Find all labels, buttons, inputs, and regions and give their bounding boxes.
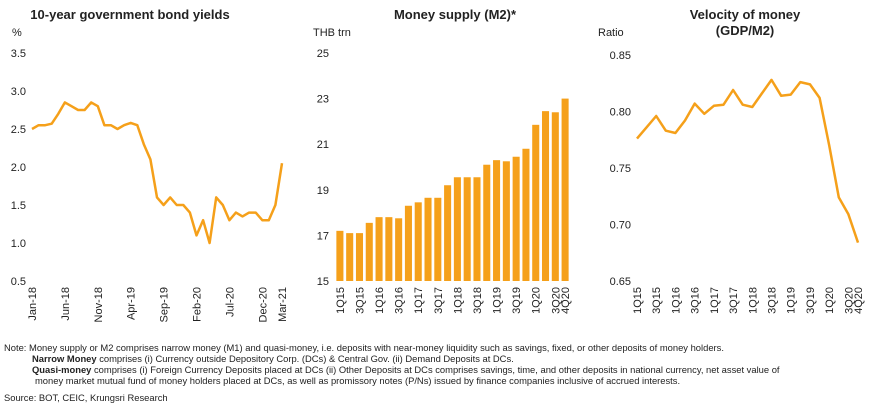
bar [551,112,559,281]
bar [355,233,364,281]
bar [493,160,501,281]
x-tick-label: 1Q15 [335,287,347,314]
x-tick-label: 3Q16 [394,287,406,314]
bar [365,222,373,281]
x-tick-label: 1Q20 [824,287,836,314]
x-tick-label: 1Q19 [492,287,504,314]
y-tick-label: 15 [317,276,329,288]
x-tick-label: Jun-18 [60,287,72,321]
note: Note: Money supply or M2 comprises narro… [4,342,724,353]
note: Quasi-money comprises (i) Foreign Curren… [32,364,780,375]
y-tick-label: 17 [317,230,329,242]
y-tick-label: 2.0 [11,162,26,174]
y-tick-label: 0.70 [610,220,631,232]
bar [346,233,354,281]
bar [395,218,403,281]
line [636,78,860,244]
bar [512,156,520,281]
x-tick-label: Dec-20 [257,287,269,322]
y-axis-label: THB trn [313,27,351,39]
x-tick-label: 1Q15 [632,287,644,314]
bar [532,124,540,281]
x-tick-label: Jul-20 [224,287,236,317]
x-tick-label: 1Q20 [531,287,543,314]
x-tick-label: 3Q20 [550,287,562,314]
bar [561,98,569,281]
bar [375,217,383,281]
x-tick-label: 1Q16 [670,287,682,314]
x-tick-label: 4Q20 [853,287,865,314]
x-tick-label: Mar-21 [277,287,289,322]
bar [385,217,393,281]
line [31,101,284,245]
y-tick-label: 23 [317,94,329,106]
y-tick-label: 19 [317,185,329,197]
y-tick-label: 3.0 [11,86,26,98]
y-tick-label: 25 [317,48,329,60]
bar [444,185,452,281]
bar [414,202,422,281]
note-text: comprises (i) Foreign Currency Deposits … [91,364,780,375]
x-tick-label: 3Q19 [511,287,523,314]
x-tick-label: 1Q19 [786,287,798,314]
x-tick-label: Sep-19 [159,287,171,322]
y-tick-label: 21 [317,139,329,151]
x-tick-label: 3Q17 [433,287,445,314]
bar [424,197,432,281]
x-tick-label: 1Q18 [747,287,759,314]
x-tick-label: Apr-19 [126,287,138,320]
y-tick-label: 3.5 [11,48,26,60]
x-tick-label: 1Q16 [374,287,386,314]
x-tick-label: Nov-18 [93,287,105,322]
y-tick-label: 0.75 [610,163,631,175]
bar [502,161,510,281]
source: Source: BOT, CEIC, Krungsri Research [4,392,168,403]
note: money market mutual fund of money holder… [35,375,680,386]
x-tick-label: 4Q20 [560,287,572,314]
y-axis-label: % [12,27,22,39]
y-tick-label: 1.5 [11,200,26,212]
bar [541,111,550,281]
bar [473,177,481,281]
chart-title: Money supply (M2)* [394,7,517,22]
bar [336,230,344,281]
x-tick-label: 3Q18 [767,287,779,314]
note: Narrow Money comprises (i) Currency outs… [32,353,514,364]
bar [434,197,442,281]
x-tick-label: 1Q18 [452,287,464,314]
bar [404,205,412,281]
chart-title: 10-year government bond yields [30,7,229,22]
x-tick-label: Feb-20 [191,287,203,322]
bar [453,177,461,281]
bar [463,177,471,281]
y-tick-label: 0.65 [610,276,631,288]
x-tick-label: Jan-18 [27,287,39,321]
y-tick-label: 2.5 [11,124,26,136]
bar [522,148,530,281]
y-tick-label: 0.80 [610,107,631,119]
note-term: Quasi-money [32,364,92,375]
x-tick-label: 3Q16 [690,287,702,314]
y-axis-label: Ratio [598,27,624,39]
x-tick-label: 3Q15 [354,287,366,314]
x-tick-label: 1Q17 [413,287,425,314]
bar [483,164,491,281]
x-tick-label: 1Q17 [709,287,721,314]
y-tick-label: 0.5 [11,276,26,288]
x-tick-label: 3Q15 [651,287,663,314]
note-term: Narrow Money [32,353,97,364]
x-tick-label: 3Q20 [843,287,855,314]
y-tick-label: 1.0 [11,238,26,250]
chart-title: (GDP/M2) [716,23,775,38]
y-tick-label: 0.85 [610,50,631,62]
x-tick-label: 3Q18 [472,287,484,314]
x-tick-label: 3Q19 [805,287,817,314]
chart-title: Velocity of money [690,7,801,22]
note-text: comprises (i) Currency outside Depositor… [97,353,514,364]
x-tick-label: 3Q17 [728,287,740,314]
